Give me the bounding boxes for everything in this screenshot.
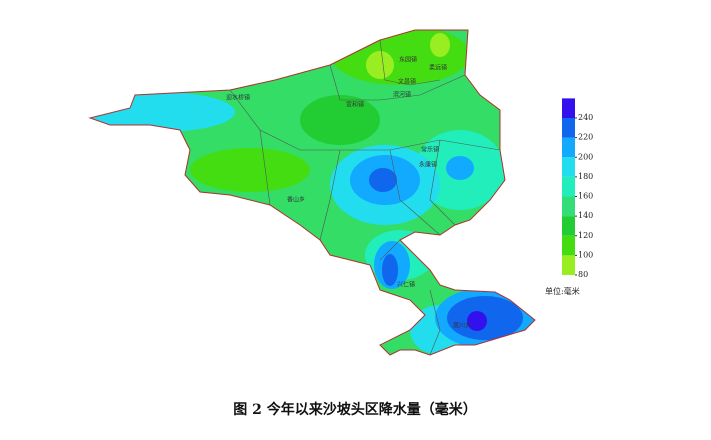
legend-swatch	[562, 176, 575, 197]
place-label: 迎水桥镇	[226, 94, 250, 102]
place-label: 文昌镇	[398, 78, 416, 86]
figure-caption: 图 2 今年以来沙坡头区降水量（毫米）	[233, 401, 477, 418]
legend-tick-label: 140	[578, 211, 593, 220]
place-label: 常乐镇	[421, 146, 439, 154]
place-label: 永康镇	[419, 161, 437, 169]
place-label: 柔远镇	[429, 64, 447, 72]
place-label: 东园镇	[399, 56, 417, 64]
legend-swatch	[562, 137, 575, 158]
legend-swatch	[562, 216, 575, 236]
place-label: 宣和镇	[346, 101, 364, 109]
legend-tick-label: 100	[578, 250, 593, 259]
town-borders	[229, 39, 501, 356]
legend-tick-label: 200	[578, 152, 593, 161]
legend-tick-label: 180	[578, 172, 593, 181]
place-label: 蒿川乡	[453, 322, 471, 330]
legend-swatch	[562, 98, 575, 118]
legend-tick-label: 80	[578, 270, 588, 279]
legend-swatch	[562, 235, 575, 256]
rainfall-surface	[90, 30, 535, 355]
legend-tick-label: 120	[578, 231, 593, 240]
legend-swatch	[562, 196, 575, 217]
place-label: 香山乡	[287, 196, 305, 204]
region-outline	[88, 29, 536, 356]
place-label: 滨河镇	[393, 91, 411, 99]
legend-tick-label: 160	[578, 192, 593, 201]
legend-tick-label: 220	[578, 133, 593, 142]
unit-label: 单位:毫米	[545, 286, 580, 296]
place-label: 兴仁镇	[397, 281, 415, 289]
legend-swatch	[562, 118, 575, 138]
legend-swatch	[562, 157, 575, 177]
legend-swatch	[562, 255, 575, 275]
legend-tick-label: 240	[578, 113, 593, 122]
